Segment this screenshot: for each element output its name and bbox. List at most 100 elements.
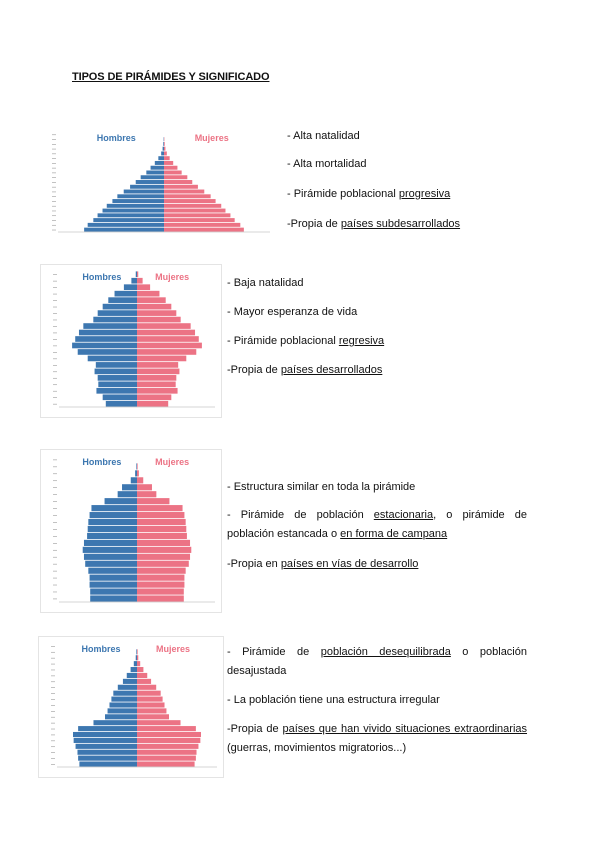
text: -Propia de [287,218,341,230]
bar-mujeres [137,553,191,560]
bar-mujeres [164,189,205,194]
bar-hombres [111,696,137,702]
bar-mujeres [137,277,143,284]
label-hombres: Hombres [82,272,121,282]
bar-mujeres [137,470,139,477]
bar-hombres [106,203,164,208]
bar-hombres [79,761,137,767]
bar-hombres [105,400,137,407]
bar-mujeres [137,726,196,732]
bar-hombres [93,316,137,323]
pyramid-chart: Hombres Mujeres [53,271,215,408]
bar-hombres [130,477,137,484]
underlined-term: regresiva [338,335,385,347]
bar-mujeres [137,381,176,388]
bar-mujeres [137,720,181,726]
bar-mujeres [164,213,231,218]
bar-mujeres [137,714,169,720]
label-hombres: Hombres [81,644,120,654]
bar-mujeres [137,560,189,567]
bar-mujeres [137,690,161,696]
pyramid-image-regresiva: Hombres Mujeres [40,264,222,418]
pyramid-chart: Hombres Mujeres [52,133,270,233]
bar-hombres [126,672,137,679]
bar-hombres [102,303,137,310]
underlined-term: en forma de campana [340,528,448,540]
bar-mujeres [137,329,196,336]
label-mujeres: Mujeres [195,133,229,143]
bar-mujeres [137,708,167,714]
bar-mujeres [137,649,138,655]
text-paragraph: - Pirámide de población estacionaria, o … [227,506,527,544]
bar-hombres [96,387,137,394]
bar-mujeres [164,146,166,151]
bar-mujeres [137,394,172,401]
bar-hombres [87,355,137,362]
text-line: - Pirámide poblacional regresiva [227,332,384,351]
bar-mujeres [137,512,185,519]
bar-mujeres [137,667,144,673]
bar-mujeres [137,595,184,602]
text: -Propia de [227,723,283,735]
bar-mujeres [137,684,157,690]
bar-mujeres [137,743,199,749]
bar-mujeres [137,661,141,667]
bar-hombres [135,655,137,661]
text: , o pirámide de población estancada o [227,509,528,540]
bar-hombres [123,284,137,291]
bar-mujeres [137,574,185,581]
bar-hombres [97,213,164,218]
bar-mujeres [164,203,222,208]
text-line: - Alta natalidad [287,130,360,142]
bar-mujeres [137,546,192,553]
bar-mujeres [164,156,170,161]
text-line: - Alta mortalidad [287,158,367,170]
bar-mujeres [137,290,160,297]
underlined-term: países desarrollados [280,364,383,376]
label-mujeres: Mujeres [155,272,189,282]
bar-hombres [85,560,137,567]
text-paragraph: - Pirámide de población desequilibrada o… [227,643,527,681]
underlined-term: países en vías de desarrollo [280,558,419,570]
text: o población desajustada [227,646,527,677]
bar-hombres [104,498,137,505]
bar-hombres [136,463,137,470]
bar-hombres [90,588,137,595]
bar-hombres [97,375,137,381]
bar-hombres [89,574,137,581]
bar-hombres [135,271,137,278]
bar-mujeres [137,761,195,767]
text-line: -Propia en países en vías de desarrollo [227,555,418,574]
bar-mujeres [137,525,187,533]
bar-mujeres [164,160,174,165]
bar-hombres [162,146,164,151]
bar-mujeres [137,491,157,498]
bar-hombres [94,368,137,375]
bar-hombres [82,546,137,553]
text-line: - Baja natalidad [227,277,304,289]
bar-hombres [90,595,137,602]
bar-mujeres [137,342,202,349]
bar-mujeres [164,165,178,170]
label-hombres: Hombres [97,133,136,143]
bar-mujeres [137,539,191,546]
bar-hombres [87,532,137,540]
bar-hombres [91,505,137,512]
bar-mujeres [164,141,165,146]
bar-hombres [83,539,137,546]
pyramid-image-estacionaria: Hombres Mujeres [40,449,222,613]
bar-hombres [102,208,164,213]
pyramid-image-progresiva: Hombres Mujeres [40,126,276,242]
bar-mujeres [137,505,183,512]
bar-mujeres [137,400,169,407]
bar-hombres [158,156,164,161]
bar-hombres [75,743,137,749]
bar-mujeres [137,672,148,679]
bar-hombres [135,180,164,184]
text: - Pirámide poblacional [287,188,399,200]
bar-hombres [83,323,137,329]
text-line: -Propia de países subdesarrollados [287,215,460,234]
bar-hombres [113,690,137,696]
bar-mujeres [137,702,165,708]
